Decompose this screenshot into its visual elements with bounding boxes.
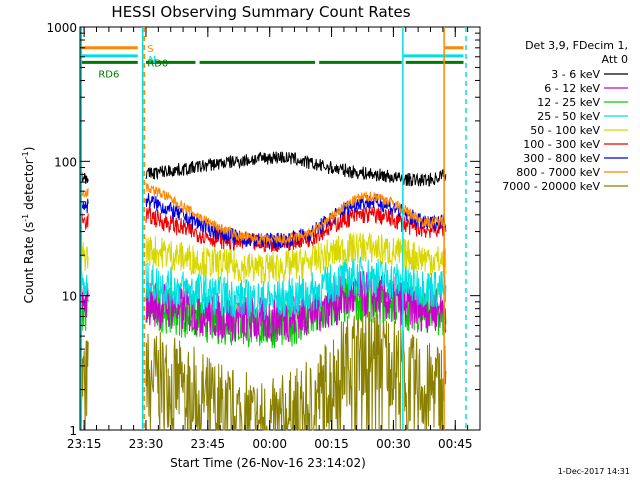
legend-header-line1: Det 3,9, FDecim 1, [525,39,628,52]
legend-label-5: 100 - 300 keV [523,138,600,151]
axes: 1 10 100 1000 23:15 23:30 23:45 00:00 00:15 00:30… [46,21,481,451]
legend-label-8: 7000 - 20000 keV [502,180,600,193]
y-axis-label-main: Count Rate (s [22,222,36,304]
series-6 [80,193,447,251]
timestamp-label: 1-Dec-2017 14:31 [558,467,630,476]
series-line-7-0 [80,188,89,198]
series-line-0-0 [80,171,89,184]
series-layer [80,151,447,431]
x-tick-label-5: 00:30 [376,437,411,451]
legend-label-1: 6 - 12 keV [544,82,600,95]
series-line-5-0 [80,212,89,231]
time-markers [80,27,467,430]
y-axis-label-end: ) [22,147,36,152]
series-line-8-0 [80,340,89,431]
x-tick-label-0: 23:15 [67,437,102,451]
band-label-rd0: RD0 [147,58,168,69]
band-label-rd6: RD6 [98,69,119,80]
chart-title: HESSI Observing Summary Count Rates [111,3,410,21]
legend-label-2: 12 - 25 keV [537,96,600,109]
series-8 [80,303,447,431]
series-line-1-0 [80,284,89,318]
plot-area [79,26,481,431]
series-line-8-1 [145,303,447,431]
series-4 [80,232,447,284]
series-line-5-1 [145,206,447,253]
legend-label-0: 3 - 6 keV [551,68,600,81]
series-0 [80,151,447,187]
series-line-6-0 [80,198,89,214]
legend-label-7: 800 - 7000 keV [516,166,600,179]
x-tick-label-6: 00:45 [438,437,473,451]
y-axis-label-sup1: -1 [21,214,30,222]
series-5 [80,206,447,253]
x-tick-label-2: 23:45 [191,437,226,451]
series-line-3-0 [80,270,89,297]
y-tick-label-1: 10 [62,290,77,304]
band-label-n: N [148,55,155,66]
x-tick-label-1: 23:30 [129,437,164,451]
x-tick-label-3: 00:00 [252,437,287,451]
legend-label-6: 300 - 800 keV [523,152,600,165]
series-line-6-1 [145,193,447,251]
series-line-7-1 [145,182,447,247]
y-axis-label-sup2: -1 [21,151,30,159]
y-axis-label: Count Rate (s-1 detector-1) [21,147,36,304]
series-3 [80,256,447,320]
y-tick-label-2: 100 [54,155,77,169]
y-tick-label-3: 1000 [46,21,77,35]
series-7 [80,182,447,247]
series-line-4-1 [145,232,447,284]
x-axis-label: Start Time (26-Nov-16 23:14:02) [170,456,366,470]
legend-label-3: 25 - 50 keV [537,110,600,123]
legend-label-4: 50 - 100 keV [530,124,600,137]
series-line-0-1 [145,151,447,187]
plot-frame [79,26,481,431]
y-tick-label-0: 1 [69,424,77,438]
x-tick-label-4: 00:15 [314,437,349,451]
series-line-3-1 [145,256,447,320]
legend-header-line2: Att 0 [602,53,628,66]
band-label-s: S [147,44,153,55]
y-axis-label-mid: detector [22,159,36,214]
series-line-2-1 [145,274,447,349]
series-line-4-0 [80,241,89,272]
